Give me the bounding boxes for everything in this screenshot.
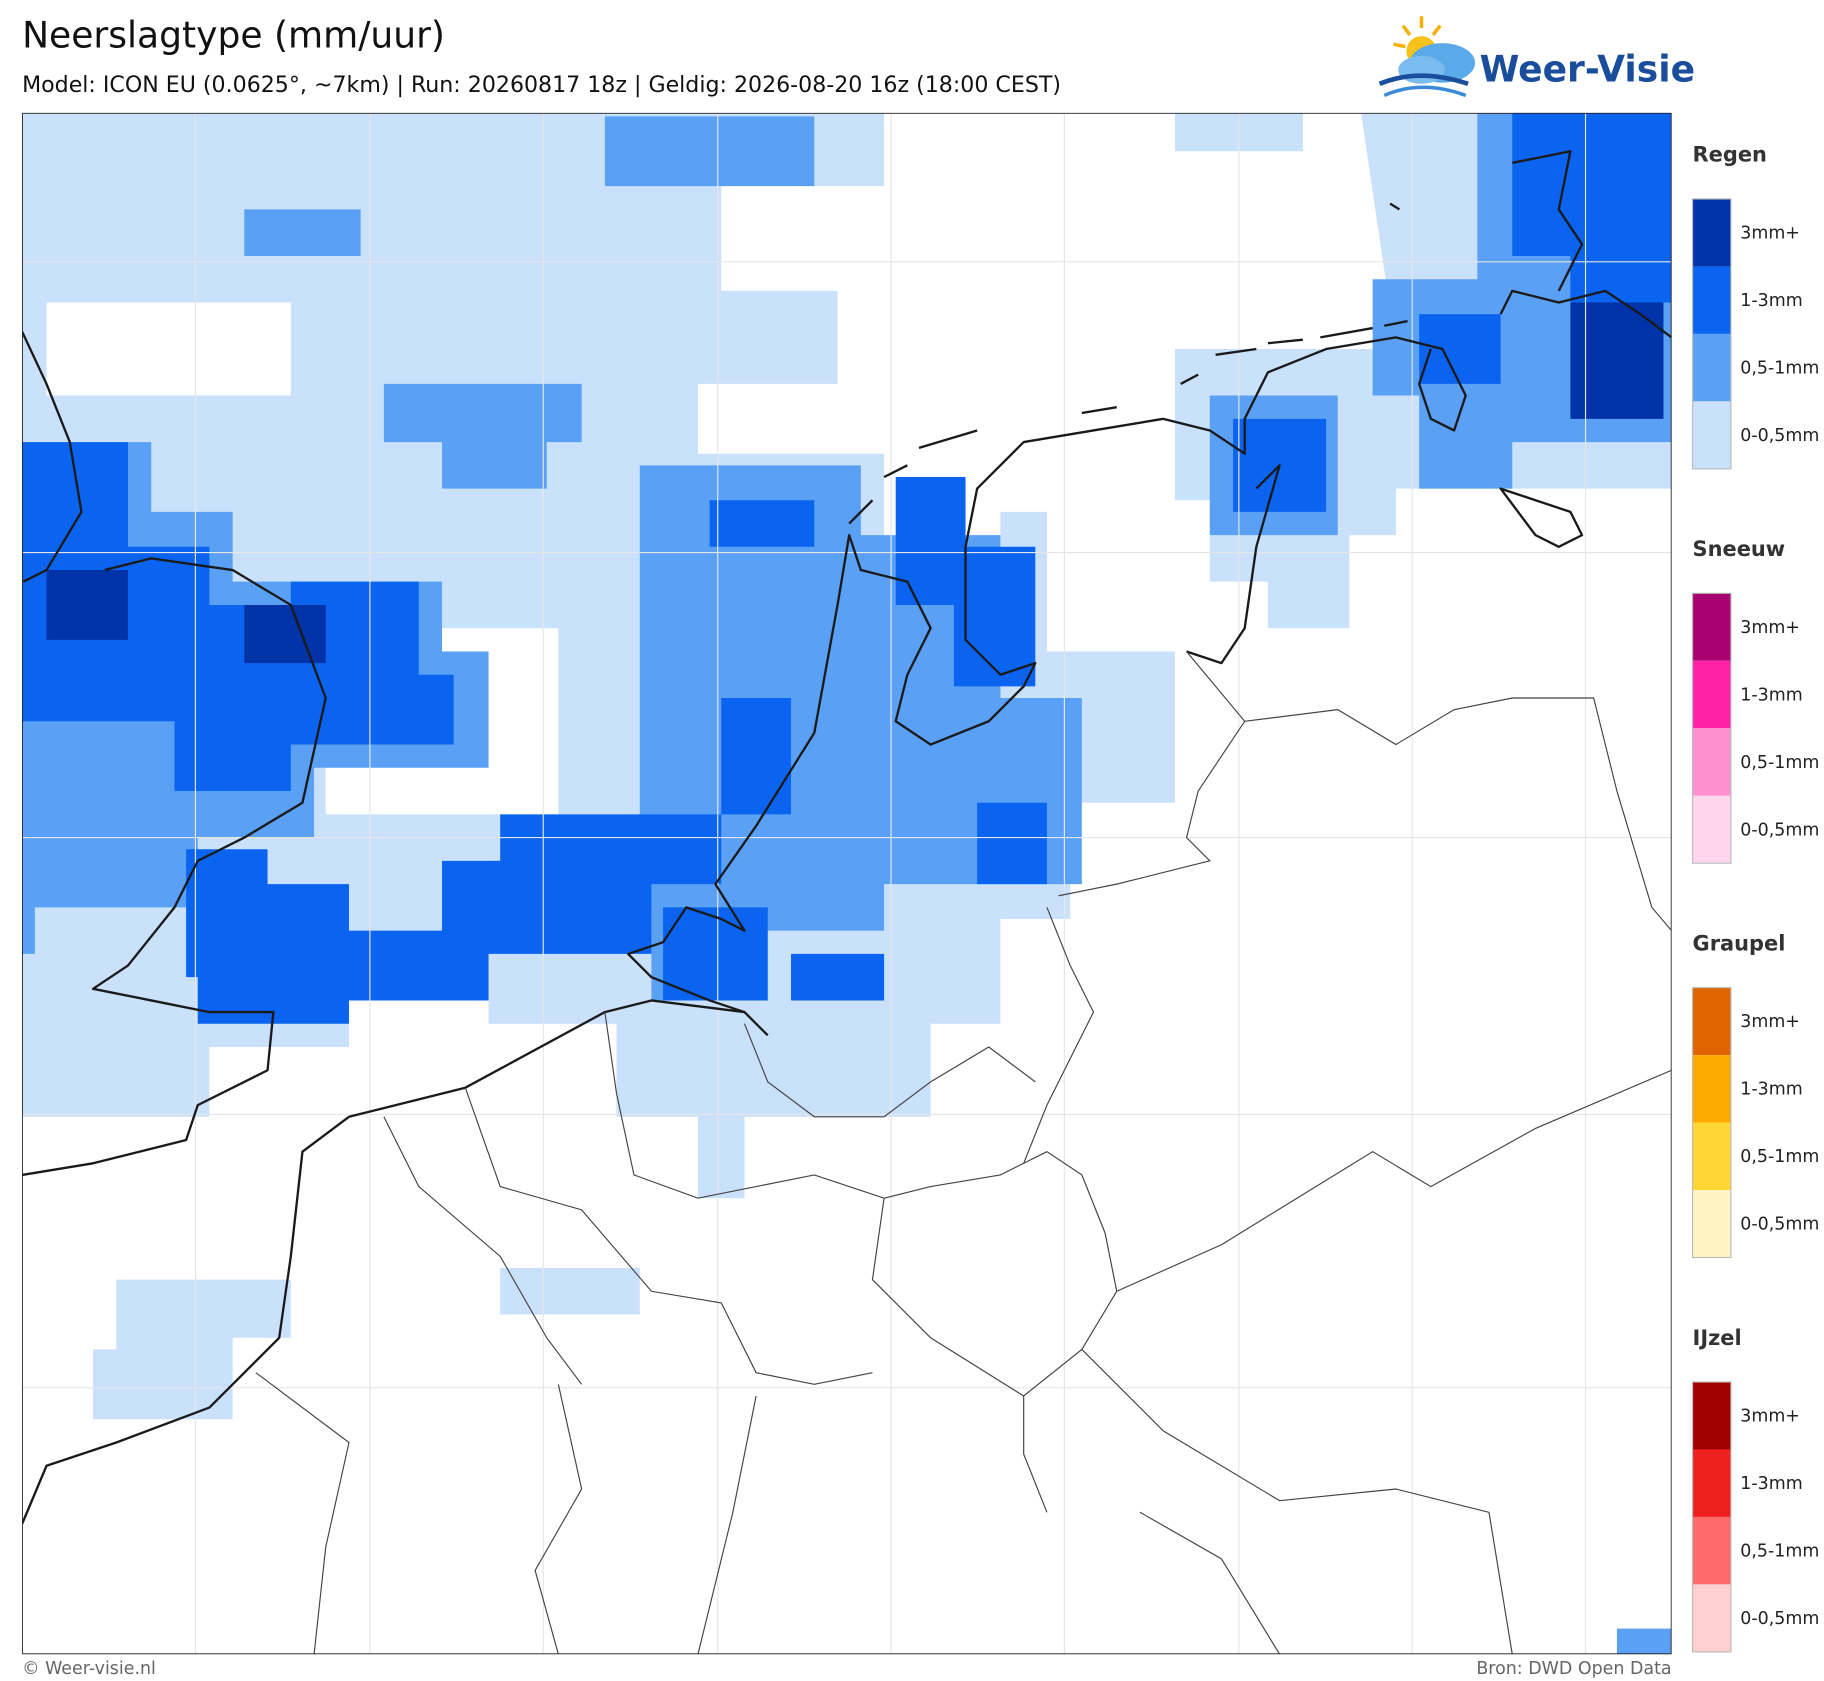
legend-frame [1691,198,1732,470]
legend-label: 1-3mm [1740,1474,1802,1494]
precipitation [22,112,1672,1655]
legend-label: 0-0,5mm [1740,1215,1819,1235]
logo: Weer-Visie [1378,16,1695,98]
legend-label: 1-3mm [1740,291,1802,311]
subtitle: Model: ICON EU (0.0625°, ~7km) | Run: 20… [22,72,1061,98]
legend-label: 3mm+ [1740,618,1800,638]
legend-swatch [1692,593,1731,661]
legend-label: 1-3mm [1740,1080,1802,1100]
footer-right: Bron: DWD Open Data [1476,1659,1671,1679]
map [22,112,1672,1655]
footer-left: © Weer-visie.nl [22,1659,156,1679]
legend-title: IJzel [1693,1326,1742,1350]
legend-label: 0-0,5mm [1740,820,1819,840]
borders [255,651,1672,1655]
legend-title: Graupel [1693,931,1786,955]
legend-label: 1-3mm [1740,685,1802,705]
legend-swatch [1692,728,1731,796]
legend-title: Regen [1693,143,1767,167]
legend-swatch [1692,1449,1731,1517]
legend-swatch [1692,266,1731,334]
legend-frame [1691,987,1732,1259]
legend-swatch [1692,987,1731,1056]
legend-swatch [1692,660,1731,729]
title: Neerslagtype (mm/uur) [22,15,445,57]
legend-swatch [1692,198,1731,267]
legend-label: 0-0,5mm [1740,1609,1819,1629]
legend-swatch [1692,1122,1731,1191]
legend-swatch [1692,1190,1731,1258]
legend-title: Sneeuw [1693,537,1786,561]
logo-text: Weer-Visie [1480,48,1695,90]
legend-label: 0-0,5mm [1740,426,1819,446]
legend-swatch [1692,1055,1731,1123]
legend-swatch [1692,333,1731,402]
legend-label: 0,5-1mm [1740,1541,1819,1561]
legend-swatch [1692,1584,1731,1652]
legend: Regen 3mm+ 1-3mm 0,5-1mm 0-0,5mm Sneeuw 3mm+ 1-… [1691,143,1819,1653]
legend-label: 0,5-1mm [1740,753,1819,773]
coastlines [22,150,1672,1525]
legend-frame [1691,592,1732,864]
legend-swatch [1692,1382,1731,1450]
legend-frame [1691,1381,1732,1653]
graticule [22,112,1672,1655]
legend-swatch [1692,795,1731,864]
legend-label: 3mm+ [1740,1012,1800,1032]
legend-swatch [1692,401,1731,469]
legend-swatch [1692,1516,1731,1585]
legend-label: 3mm+ [1740,224,1800,244]
legend-label: 0,5-1mm [1740,1147,1819,1167]
legend-label: 3mm+ [1740,1407,1800,1427]
legend-label: 0,5-1mm [1740,358,1819,378]
